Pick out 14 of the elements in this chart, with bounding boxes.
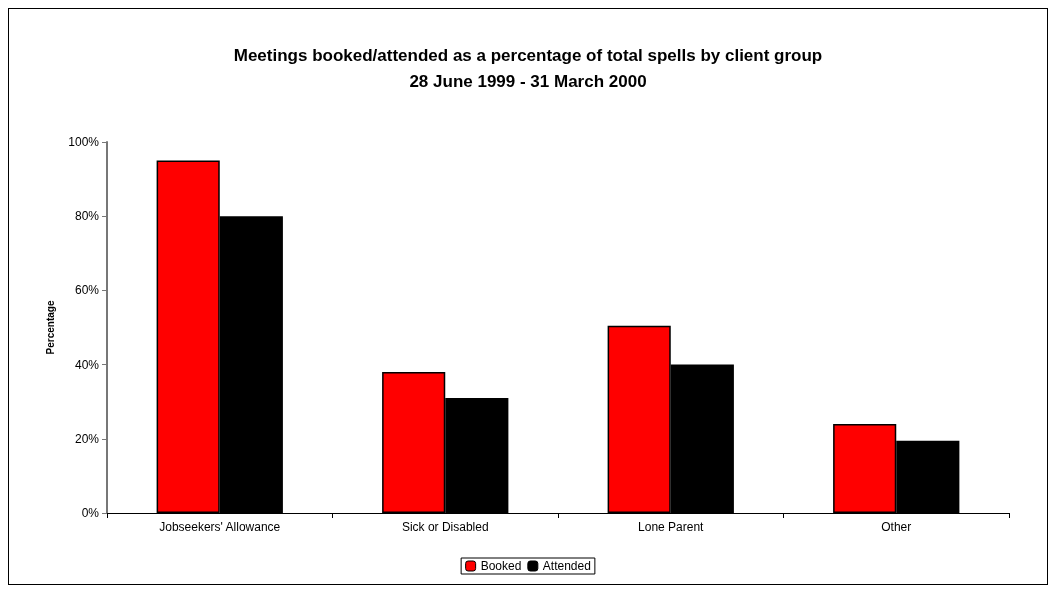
x-tick-label: Sick or Disabled	[401, 520, 489, 534]
x-tick-label: Lone Parent	[638, 520, 705, 534]
y-tick-label: 0%	[81, 506, 100, 520]
y-tick-label: 60%	[74, 283, 100, 298]
y-axis-title: Percentage	[44, 300, 56, 355]
x-tick-label: Other	[881, 520, 912, 534]
chart-title: Meetings booked/attended as a percentage of total spells by client group 28 June 1999 - 31 March 2000	[233, 45, 823, 91]
y-tick-label: 20%	[74, 431, 100, 446]
legend-label: Attended	[542, 559, 591, 573]
x-tick-label: Jobseekers' Allowance	[159, 520, 281, 534]
legend-label: Booked	[480, 559, 522, 573]
y-tick-label: 100%	[68, 135, 100, 149]
y-tick-label: 80%	[74, 209, 100, 224]
y-tick-label: 40%	[74, 357, 100, 372]
